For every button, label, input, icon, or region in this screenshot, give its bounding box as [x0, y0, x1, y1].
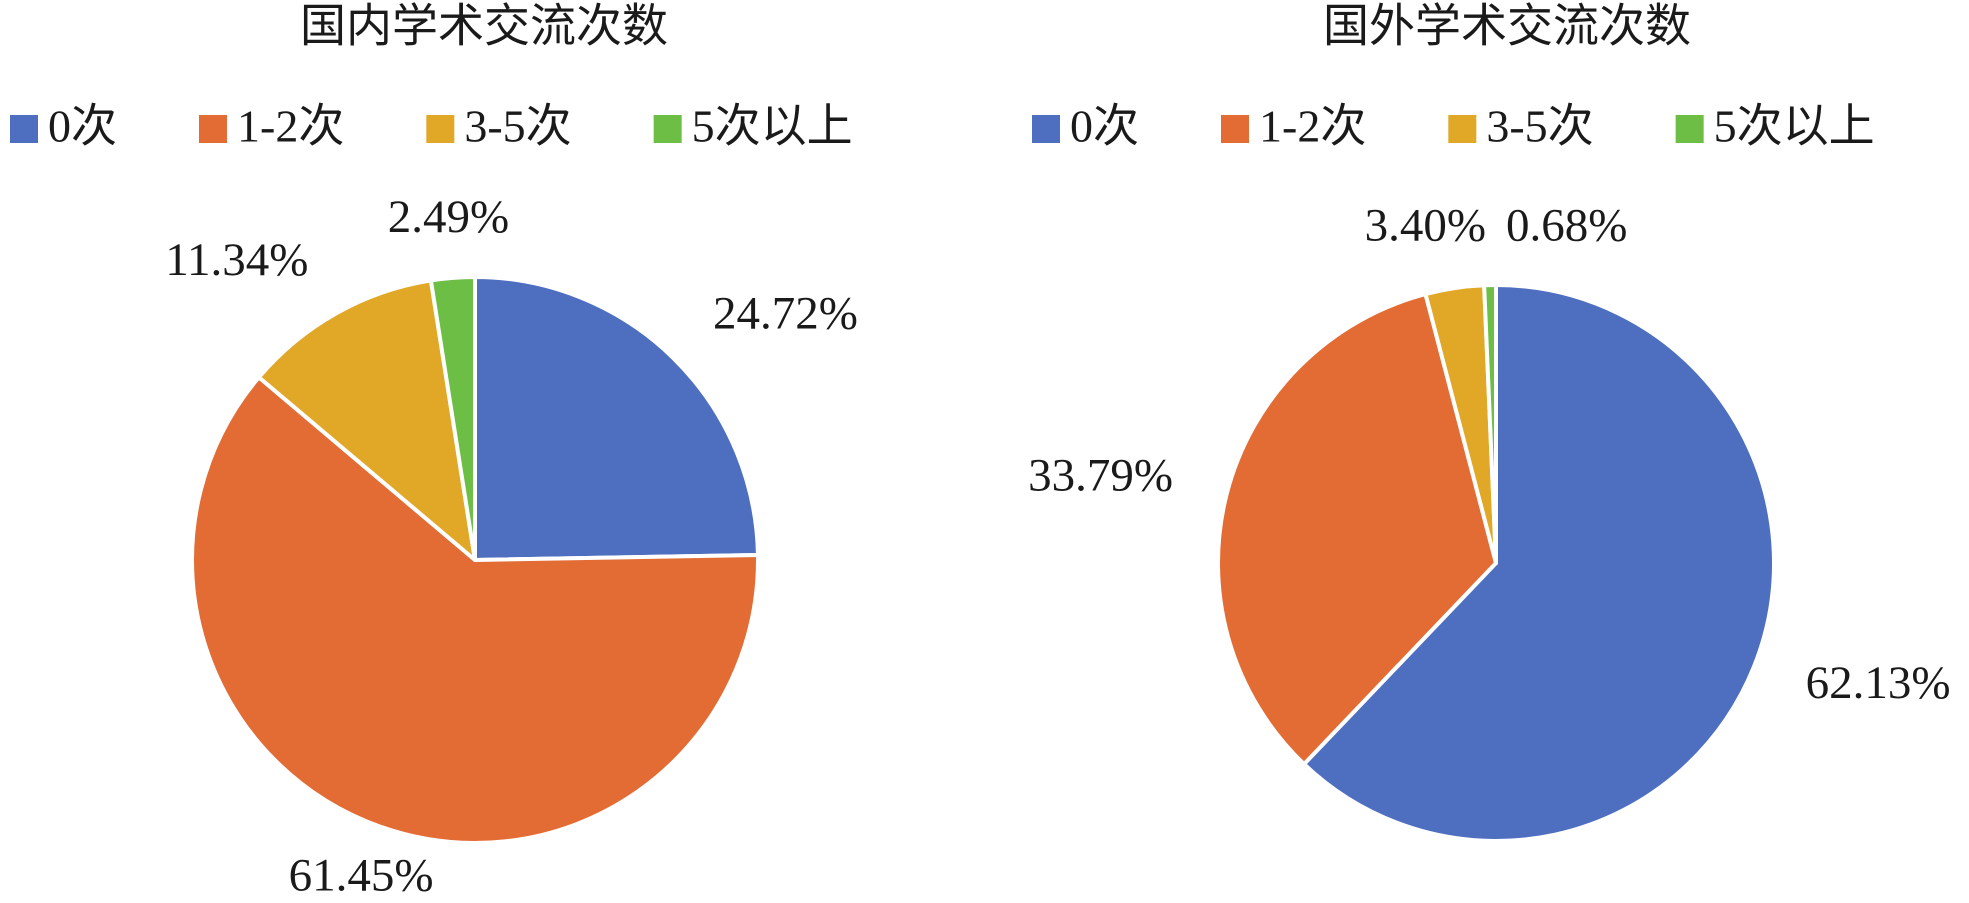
- legend-swatch: [199, 115, 227, 143]
- legend-label: 0次: [1070, 101, 1139, 152]
- chart-title: 国外学术交流次数: [1323, 1, 1691, 52]
- data-label: 33.79%: [1028, 449, 1173, 501]
- data-label: 3.40%: [1365, 199, 1486, 251]
- data-label: 24.72%: [713, 288, 858, 340]
- data-label: 11.34%: [165, 234, 308, 286]
- legend-label: 3-5次: [464, 101, 571, 152]
- legend-swatch: [426, 115, 455, 143]
- legend-swatch: [1675, 115, 1704, 143]
- legend-label: 3-5次: [1486, 101, 1593, 152]
- data-label: 62.13%: [1806, 657, 1951, 709]
- pie-slice: [428, 275, 477, 562]
- data-label: 61.45%: [289, 850, 434, 902]
- legend-swatch: [653, 115, 682, 143]
- data-label: 2.49%: [388, 191, 509, 243]
- legend-swatch: [10, 115, 38, 143]
- legend-swatch: [1221, 115, 1249, 143]
- legend-label: 1-2次: [1259, 101, 1366, 152]
- legend-swatch: [1032, 115, 1060, 143]
- pie-slice: [1216, 292, 1498, 767]
- pie-slice: [256, 278, 477, 562]
- chart-title: 国内学术交流次数: [300, 1, 668, 52]
- data-label: 0.68%: [1506, 199, 1627, 251]
- pie-slice: [1482, 283, 1498, 565]
- legend-label: 5次以上: [1714, 101, 1875, 152]
- pie-slice: [1302, 283, 1776, 843]
- pie-slice: [190, 375, 760, 845]
- legend-label: 5次以上: [692, 101, 853, 152]
- legend-label: 1-2次: [237, 101, 344, 152]
- legend-label: 0次: [48, 101, 117, 152]
- pie-slice: [473, 275, 760, 562]
- legend-swatch: [1448, 115, 1477, 143]
